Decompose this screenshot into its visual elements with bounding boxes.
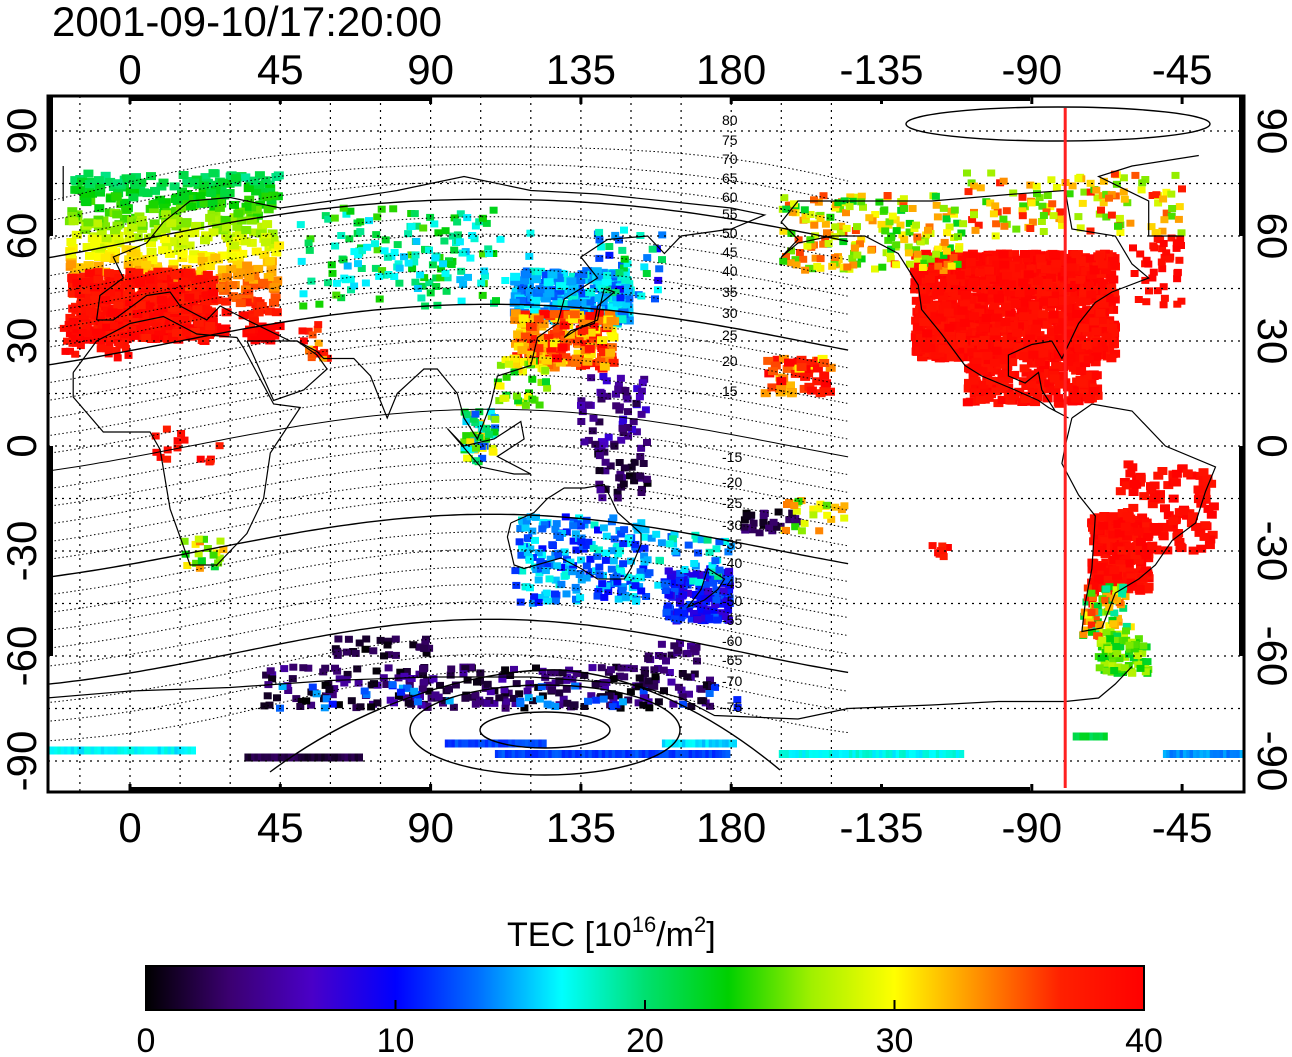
left-lat-tick: 60: [0, 213, 45, 260]
mlat-label: -30: [722, 517, 742, 533]
mlat-label: -60: [722, 633, 742, 649]
left-lat-tick: 30: [0, 318, 45, 365]
frame-ticks: [47, 95, 1245, 793]
right-lat-tick: -90: [1249, 731, 1292, 792]
map-frame: [46, 94, 1246, 794]
bottom-lon-tick: -135: [839, 804, 923, 851]
bottom-lon-tick: -45: [1152, 804, 1213, 851]
mlat-label: -70: [722, 673, 742, 689]
colorbar-tick-label: 40: [1125, 1022, 1163, 1057]
mlat-label: 25: [722, 327, 738, 343]
left-lat-tick: 0: [0, 434, 45, 457]
mlat-label: 70: [722, 151, 738, 167]
top-lon-tick: 180: [696, 46, 766, 93]
mlat-label: -65: [722, 652, 742, 668]
mlat-label: -40: [722, 555, 742, 571]
right-lat-tick: 30: [1249, 318, 1292, 365]
right-lat-tick: 0: [1249, 434, 1292, 457]
mlat-label: 45: [722, 244, 738, 260]
mlat-label: -75: [722, 699, 742, 715]
top-lon-tick: 0: [118, 46, 141, 93]
top-lon-tick: 45: [257, 46, 304, 93]
right-lat-tick: -60: [1249, 626, 1292, 687]
mlat-label: -20: [722, 474, 742, 490]
colorbar-tick-label: 0: [137, 1022, 156, 1057]
left-lat-tick: -90: [0, 731, 45, 792]
colorbar-tick-label: 30: [876, 1022, 914, 1057]
bottom-lon-tick: -90: [1001, 804, 1062, 851]
colorbar-tick-label: 20: [626, 1022, 664, 1057]
top-lon-tick: -90: [1001, 46, 1062, 93]
mlat-label: 20: [722, 353, 738, 369]
top-lon-tick: 135: [546, 46, 616, 93]
bottom-lon-tick: 180: [696, 804, 766, 851]
left-lat-tick: 90: [0, 108, 45, 155]
mlat-label: -25: [722, 495, 742, 511]
mlat-label: -45: [722, 575, 742, 591]
mlat-label: -15: [722, 449, 742, 465]
map-area: [48, 96, 1244, 792]
timestamp-title: 2001-09-10/17:20:00: [52, 0, 442, 45]
colorbar-label: TEC [1016/m2]: [507, 912, 716, 954]
right-latitude-ticks: 90 60 30 0 -30 -60 -90: [1249, 108, 1292, 792]
mlat-label: 75: [722, 132, 738, 148]
mlat-label: 55: [722, 206, 738, 222]
mlat-label: 60: [722, 189, 738, 205]
bottom-lon-tick: 135: [546, 804, 616, 851]
mlat-label: 65: [722, 170, 738, 186]
mlat-label: 35: [722, 284, 738, 300]
left-lat-tick: -60: [0, 626, 45, 687]
tec-cells: [48, 169, 1244, 762]
bottom-lon-tick: 90: [407, 804, 454, 851]
left-lat-tick: -30: [0, 521, 45, 582]
bottom-lon-tick: 45: [257, 804, 304, 851]
top-longitude-ticks: 0 45 90 135 180 -135 -90 -45: [118, 46, 1212, 93]
right-lat-tick: 90: [1249, 108, 1292, 155]
colorbar-tick-label: 10: [377, 1022, 415, 1057]
bottom-longitude-ticks: 0 45 90 135 180 -135 -90 -45: [118, 804, 1212, 851]
mlat-label: -55: [722, 612, 742, 628]
mlat-label: 40: [722, 263, 738, 279]
right-lat-tick: 60: [1249, 213, 1292, 260]
bottom-lon-tick: 0: [118, 804, 141, 851]
mlat-label: -35: [722, 536, 742, 552]
right-lat-tick: -30: [1249, 521, 1292, 582]
top-lon-tick: -45: [1152, 46, 1213, 93]
mlat-label: 15: [722, 383, 738, 399]
mlat-label: 50: [722, 225, 738, 241]
mlat-label: 30: [722, 305, 738, 321]
top-lon-tick: 90: [407, 46, 454, 93]
top-lon-tick: -135: [839, 46, 923, 93]
left-latitude-ticks: 90 60 30 0 -30 -60 -90: [0, 108, 45, 792]
mlat-label: -50: [722, 593, 742, 609]
colorbar-ticks: 0 10 20 30 40: [137, 1000, 1163, 1057]
mlat-label: 80: [722, 112, 738, 128]
